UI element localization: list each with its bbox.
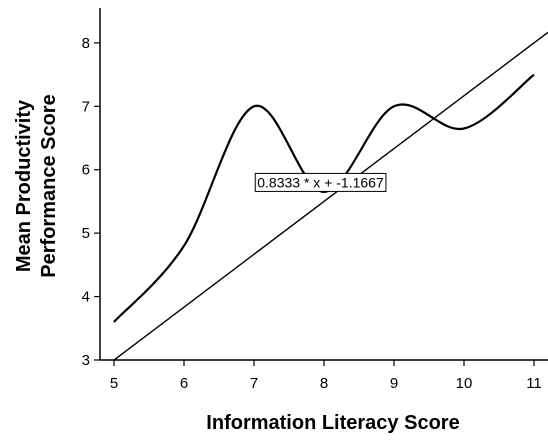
- curve-layer: [113, 73, 535, 323]
- fit-equation-label: 0.8333 * x + -1.1667: [257, 174, 384, 190]
- x-tick-label: 9: [390, 375, 398, 392]
- y-tick-label: 3: [82, 352, 90, 369]
- mean-curve: [113, 73, 535, 323]
- x-tick-label: 7: [250, 375, 258, 392]
- x-tick-label: 5: [110, 375, 118, 392]
- x-tick-label: 6: [180, 375, 188, 392]
- ticks-layer: 3 4 5 6 7 8 5 6 7 8 9 10 11: [82, 35, 542, 392]
- x-tick-label: 11: [526, 375, 542, 392]
- annotation-layer: 0.8333 * x + -1.1667: [254, 172, 387, 192]
- x-tick-label: 10: [456, 375, 473, 392]
- fit-equation-box: [254, 172, 387, 192]
- x-axis-title: Information Literacy Score: [206, 412, 459, 434]
- y-tick-label: 8: [82, 35, 90, 52]
- y-tick-label: 5: [82, 225, 90, 242]
- y-axis-title-line-2: Performance Score: [38, 94, 60, 277]
- x-tick-label: 8: [320, 375, 328, 392]
- y-tick-label: 7: [82, 98, 90, 115]
- fit-line-layer: [113, 31, 548, 361]
- fit-line: [113, 31, 548, 361]
- y-axis-title-line-1: Mean Productivity: [13, 99, 35, 272]
- y-tick-label: 6: [82, 162, 90, 179]
- y-tick-label: 4: [82, 289, 90, 306]
